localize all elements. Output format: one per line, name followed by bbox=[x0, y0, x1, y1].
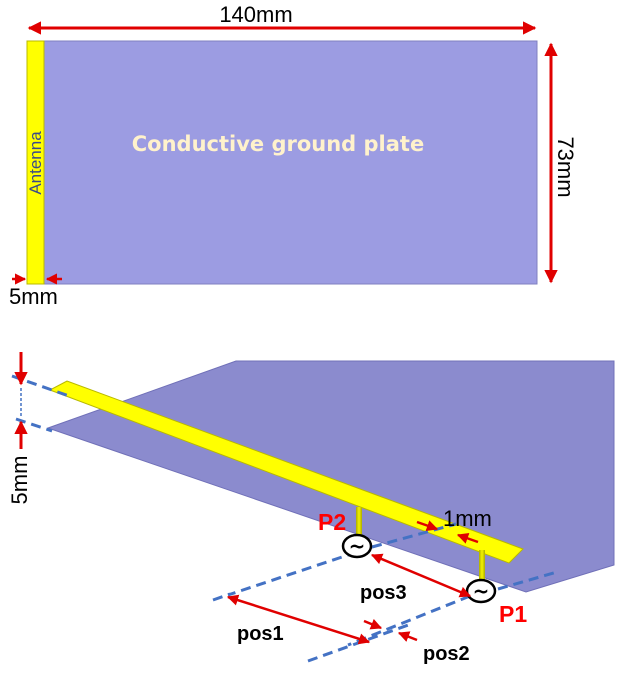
top-view: Conductive ground plate Antenna 140mm 73… bbox=[9, 2, 578, 309]
ground-plate-top bbox=[44, 41, 537, 284]
height-dimension-label: 73mm bbox=[553, 136, 578, 197]
width-dimension-label: 140mm bbox=[219, 2, 292, 27]
pos3-label: pos3 bbox=[360, 582, 407, 604]
pos1-label: pos1 bbox=[237, 623, 284, 645]
perspective-view: 5mm 1mm ~ ~ P2 P1 pos3 pos1 pos2 bbox=[7, 352, 614, 665]
pos2-arrow-right bbox=[399, 633, 417, 640]
dashed-line-pos1-start bbox=[213, 594, 230, 600]
strip-width-label: 1mm bbox=[443, 506, 492, 531]
dashed-line-lower bbox=[308, 624, 411, 661]
source-p2: ~ bbox=[343, 534, 371, 558]
antenna-label: Antenna bbox=[26, 131, 45, 195]
source-p1: ~ bbox=[467, 579, 495, 603]
pos2-label: pos2 bbox=[423, 643, 470, 665]
port-label-p1: P1 bbox=[499, 601, 527, 627]
pos2-arrow-left bbox=[364, 621, 381, 628]
source-p1-symbol: ~ bbox=[473, 579, 490, 603]
port-label-p2: P2 bbox=[318, 509, 346, 535]
ground-plate-3d bbox=[48, 361, 614, 592]
source-p2-symbol: ~ bbox=[349, 534, 366, 558]
height-label-3d: 5mm bbox=[7, 456, 32, 505]
ground-plate-label: Conductive ground plate bbox=[132, 132, 424, 156]
antenna-width-label: 5mm bbox=[9, 284, 58, 309]
